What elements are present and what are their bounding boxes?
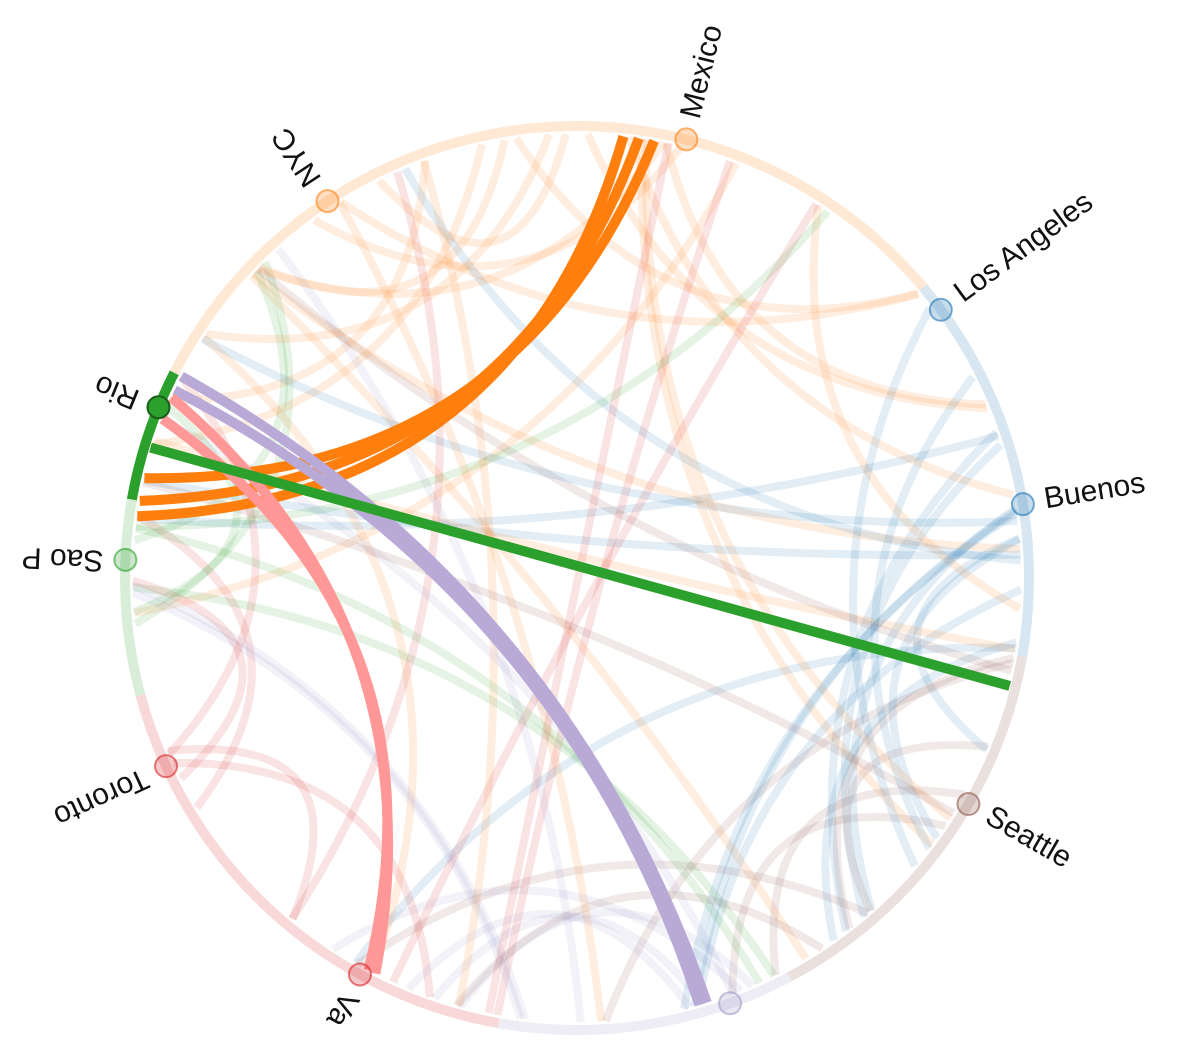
faded-edge — [166, 374, 260, 757]
faded-edge — [255, 265, 1013, 675]
faded-edge — [821, 638, 1018, 942]
faded-edge — [133, 268, 289, 544]
faded-edge — [512, 135, 919, 314]
faded-edge — [251, 270, 1021, 553]
faded-edge — [136, 432, 999, 530]
ring-segment — [497, 972, 792, 1035]
node-label: Va — [320, 987, 366, 1033]
node-dot[interactable] — [674, 127, 699, 152]
node-dot[interactable] — [146, 395, 171, 420]
faded-edge — [809, 204, 1022, 613]
faded-edge — [637, 138, 935, 848]
faded-edge — [173, 759, 434, 998]
faded-edge — [312, 143, 685, 271]
faded-edge — [135, 512, 256, 810]
faded-edge — [201, 334, 418, 974]
highlighted-edge — [159, 414, 393, 972]
faded-edge — [420, 160, 498, 1007]
faded-edge — [662, 142, 986, 409]
node-label: Mexico — [674, 21, 729, 121]
highlighted-edges — [126, 135, 1012, 1007]
ring-segment — [135, 121, 928, 463]
faded-edge — [848, 505, 1018, 912]
faded-edge — [690, 507, 1019, 1007]
node-dot[interactable] — [347, 962, 372, 987]
node-dot[interactable] — [1010, 492, 1035, 517]
highlighted-edge — [149, 442, 1012, 691]
node-label: NYC — [265, 122, 327, 193]
faded-edge — [205, 133, 553, 344]
faded-edge — [401, 166, 1022, 565]
ring-segment — [120, 482, 146, 697]
ring-segment — [135, 693, 500, 1029]
node-label: Toronto — [49, 762, 154, 834]
faded-edge — [200, 335, 1018, 527]
node-label: Seattle — [980, 799, 1077, 874]
faded-edge — [134, 524, 763, 985]
faded-edge — [258, 139, 509, 296]
node-label: Buenos — [1042, 466, 1148, 515]
faded-edge — [680, 509, 1019, 1010]
faded-edge — [453, 890, 825, 1008]
faded-edge — [642, 139, 953, 822]
faded-edge — [484, 142, 673, 1014]
faded-edge — [169, 160, 430, 405]
faded-edge — [842, 741, 989, 913]
faded-edge — [131, 577, 247, 782]
faded-edge — [132, 403, 241, 616]
faded-edge — [728, 813, 947, 994]
faded-edge — [840, 442, 1004, 918]
node-dot[interactable] — [315, 189, 340, 214]
faded-edge — [849, 306, 934, 868]
highlighted-edge — [172, 385, 705, 1007]
node-dot[interactable] — [928, 297, 953, 322]
faded-edge — [457, 908, 756, 1009]
faded-edge — [153, 436, 1016, 654]
faded-edge — [493, 159, 734, 1016]
node-label: Rio — [90, 368, 144, 416]
faded-edge — [376, 133, 570, 248]
node-label: Sao P — [21, 541, 104, 577]
ring — [120, 121, 1034, 1035]
faded-edge — [405, 909, 693, 1010]
faded-edge — [769, 786, 966, 976]
faded-edge — [888, 535, 1022, 841]
node-dot[interactable] — [718, 991, 743, 1016]
faded-edge — [131, 588, 525, 1020]
faded-edge — [694, 586, 1023, 1006]
highlighted-edge — [178, 372, 712, 1005]
faded-edge — [152, 143, 486, 449]
faded-edge — [431, 912, 707, 1007]
node-dot[interactable] — [956, 792, 981, 816]
ring-segment — [786, 655, 1028, 982]
faded-edge — [336, 200, 606, 1022]
faded-edge — [625, 135, 1015, 499]
node-dot[interactable] — [113, 547, 138, 572]
faded-edge — [167, 745, 318, 921]
faded-edge — [389, 201, 820, 984]
faded-edge — [133, 161, 740, 617]
faded-edge — [601, 658, 1014, 1023]
faded-edge — [135, 208, 831, 531]
faded-edge — [142, 478, 956, 817]
faded-edge — [248, 272, 810, 961]
faded-edge — [355, 860, 870, 968]
rio-arc — [126, 370, 179, 501]
faded-edge — [827, 429, 1000, 933]
faded-edge — [132, 583, 778, 979]
node-label: Los Angeles — [948, 185, 1099, 309]
faded-edge — [913, 534, 1021, 753]
faded-edge — [870, 374, 977, 851]
highlighted-edge — [137, 135, 629, 522]
faded-edge — [338, 198, 920, 326]
node-dot[interactable] — [154, 754, 179, 779]
ring-segment — [919, 284, 1034, 658]
